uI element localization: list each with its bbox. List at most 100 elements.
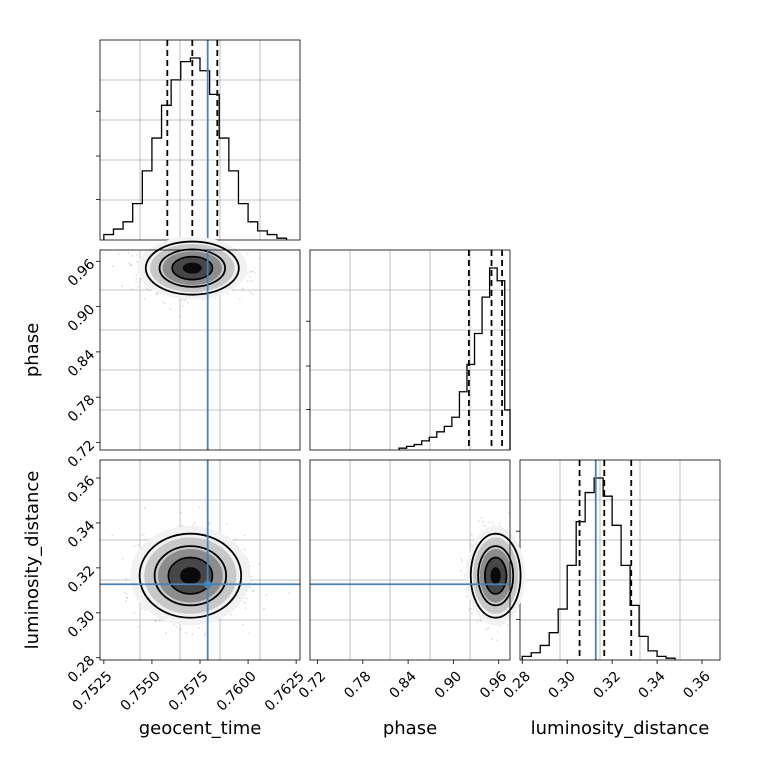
scatter-point	[251, 270, 254, 273]
scatter-point	[234, 538, 237, 541]
scatter-point	[144, 608, 147, 611]
x-tick-label: 0.7575	[166, 668, 212, 714]
scatter-point	[208, 521, 211, 524]
truth-marker	[203, 580, 212, 589]
x-axis-label: geocent_time	[139, 718, 262, 739]
scatter-point	[241, 623, 244, 626]
y-tick-label: 0.72	[65, 437, 98, 470]
scatter-point	[135, 278, 138, 280]
scatter-point	[121, 557, 124, 560]
scatter-point	[250, 279, 253, 282]
scatter-point	[246, 280, 249, 282]
scatter-point	[197, 506, 200, 509]
scatter-point	[164, 302, 167, 305]
scatter-point	[460, 558, 463, 560]
scatter-point	[136, 254, 138, 256]
scatter-point	[242, 601, 245, 603]
scatter-point	[470, 543, 473, 545]
scatter-point	[146, 288, 148, 290]
scatter-point	[480, 516, 483, 519]
scatter-point	[248, 632, 251, 635]
scatter-point	[239, 298, 241, 300]
scatter-point	[488, 521, 491, 524]
scatter-point	[162, 301, 165, 304]
scatter-point	[137, 626, 140, 628]
scatter-point	[158, 620, 161, 622]
scatter-point	[135, 281, 138, 284]
x-tick-label: 0.32	[591, 668, 624, 701]
y-tick-label: 0.90	[65, 302, 98, 335]
x-axis-label: luminosity_distance	[531, 718, 710, 739]
scatter-point	[158, 619, 161, 622]
scatter-point	[165, 632, 168, 635]
scatter-point	[137, 544, 140, 547]
scatter-point	[491, 521, 494, 523]
panel-frame	[99, 249, 301, 451]
scatter-point	[181, 305, 184, 307]
y-tick-label: 0.84	[65, 347, 98, 380]
scatter-point	[214, 297, 217, 300]
x-tick-label: 0.7600	[214, 668, 260, 714]
histogram-panel-phase	[306, 249, 511, 451]
scatter-point	[143, 506, 146, 509]
scatter-point	[111, 265, 114, 268]
histogram-panel-geocent_time	[96, 39, 301, 241]
scatter-point	[461, 560, 463, 562]
scatter-point	[469, 546, 472, 548]
scatter-point	[141, 534, 144, 537]
scatter-point	[208, 522, 211, 525]
scatter-point	[288, 592, 291, 594]
y-tick-label: 0.78	[65, 392, 98, 425]
scatter-point	[202, 298, 204, 301]
scatter-point	[187, 301, 190, 304]
y-tick-label: 0.96	[65, 256, 98, 289]
scatter-point	[111, 534, 114, 537]
scatter-point	[143, 297, 146, 300]
x-tick-label: 0.36	[680, 668, 713, 701]
scatter-point	[244, 602, 247, 605]
scatter-point	[470, 533, 473, 536]
scatter-point	[251, 293, 254, 296]
scatter-point	[127, 251, 130, 254]
scatter-point	[131, 255, 133, 257]
scatter-point	[203, 634, 206, 637]
scatter-point	[250, 270, 252, 273]
scatter-point	[126, 596, 129, 599]
scatter-point	[184, 298, 187, 301]
y-axis-label: phase	[22, 323, 43, 377]
scatter-point	[125, 597, 128, 600]
scatter-point	[249, 271, 252, 273]
scatter-point	[133, 545, 136, 548]
scatter-point	[131, 288, 134, 291]
scatter-point	[498, 522, 501, 525]
density-fill	[182, 262, 202, 274]
scatter-point	[180, 511, 182, 514]
contour-line	[144, 240, 240, 296]
scatter-point	[154, 620, 157, 623]
density-panel-geocent_time-phase	[99, 236, 301, 451]
scatter-point	[476, 621, 479, 623]
x-tick-label: 0.30	[546, 668, 579, 701]
scatter-point	[181, 524, 184, 527]
x-tick-label: 0.28	[501, 668, 534, 701]
scatter-point	[478, 520, 480, 522]
panel-frame	[309, 249, 511, 451]
y-tick-label: 0.36	[65, 473, 98, 506]
contour-line	[158, 248, 226, 288]
scatter-point	[460, 569, 462, 572]
density-fill	[490, 567, 501, 585]
scatter-point	[258, 563, 260, 565]
scatter-point	[252, 589, 255, 591]
scatter-point	[492, 524, 495, 527]
scatter-point	[506, 624, 509, 626]
scatter-point	[263, 607, 265, 610]
x-tick-label: 0.34	[635, 668, 668, 701]
scatter-point	[482, 520, 484, 523]
histogram-line	[521, 477, 676, 660]
scatter-point	[155, 619, 158, 622]
scatter-point	[246, 272, 249, 274]
scatter-point	[123, 591, 126, 594]
density-panel-phase-luminosity_distance	[309, 459, 526, 661]
scatter-point	[467, 608, 470, 611]
